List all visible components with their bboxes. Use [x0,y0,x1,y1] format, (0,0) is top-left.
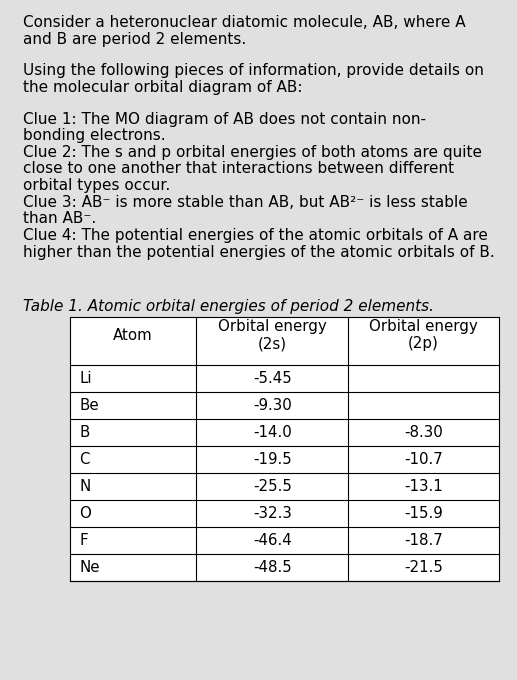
Text: and B are period 2 elements.: and B are period 2 elements. [23,31,247,47]
Text: Consider a heteronuclear diatomic molecule, AB, where A: Consider a heteronuclear diatomic molecu… [23,15,466,30]
Text: F: F [79,532,88,547]
Text: -10.7: -10.7 [404,452,443,466]
Text: -13.1: -13.1 [404,479,443,494]
Text: Ne: Ne [79,560,100,575]
Text: -19.5: -19.5 [253,452,292,466]
Text: -14.0: -14.0 [253,424,292,440]
Text: Clue 3: AB⁻ is more stable than AB, but AB²⁻ is less stable: Clue 3: AB⁻ is more stable than AB, but … [23,194,468,210]
Text: Orbital energy
(2s): Orbital energy (2s) [218,319,327,352]
Text: -32.3: -32.3 [253,506,292,521]
Text: -9.30: -9.30 [253,398,292,413]
Text: higher than the potential energies of the atomic orbitals of B.: higher than the potential energies of th… [23,245,495,260]
FancyBboxPatch shape [70,317,499,581]
Text: than AB⁻.: than AB⁻. [23,211,97,226]
Text: -21.5: -21.5 [404,560,443,575]
Text: -8.30: -8.30 [404,424,443,440]
Text: close to one another that interactions between different: close to one another that interactions b… [23,161,454,177]
Text: N: N [79,479,90,494]
Text: bonding electrons.: bonding electrons. [23,128,166,143]
Text: Table 1. Atomic orbital energies of period 2 elements.: Table 1. Atomic orbital energies of peri… [23,299,434,314]
Text: -46.4: -46.4 [253,532,292,547]
Text: orbital types occur.: orbital types occur. [23,178,171,193]
Text: -18.7: -18.7 [404,532,443,547]
Text: B: B [79,424,89,440]
Text: Clue 1: The MO diagram of AB does not contain non-: Clue 1: The MO diagram of AB does not co… [23,112,426,126]
Text: O: O [79,506,91,521]
Text: -25.5: -25.5 [253,479,292,494]
Text: -5.45: -5.45 [253,371,292,386]
Text: -15.9: -15.9 [404,506,443,521]
Text: Orbital energy
(2p): Orbital energy (2p) [369,319,478,352]
Text: Atom: Atom [113,328,153,343]
Text: Be: Be [79,398,99,413]
Text: -48.5: -48.5 [253,560,292,575]
Text: Clue 4: The potential energies of the atomic orbitals of A are: Clue 4: The potential energies of the at… [23,228,488,243]
Text: Using the following pieces of information, provide details on: Using the following pieces of informatio… [23,63,484,78]
Text: Clue 2: The s and p orbital energies of both atoms are quite: Clue 2: The s and p orbital energies of … [23,145,482,160]
Text: the molecular orbital diagram of AB:: the molecular orbital diagram of AB: [23,80,303,95]
Text: Li: Li [79,371,92,386]
Text: C: C [79,452,89,466]
